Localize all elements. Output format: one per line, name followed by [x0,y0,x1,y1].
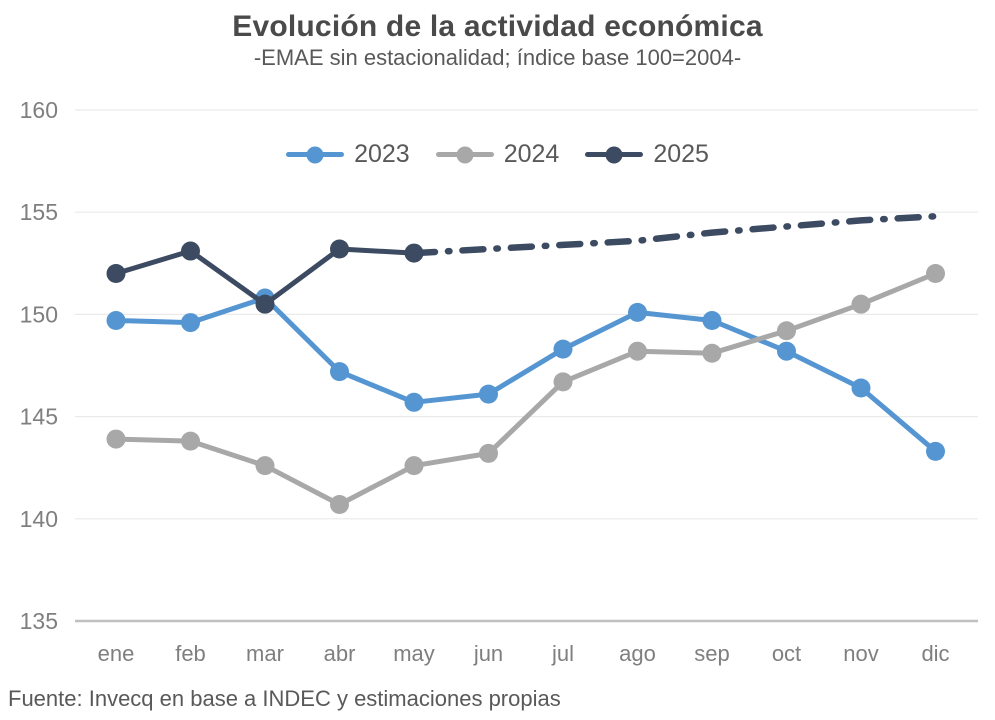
legend-item-2025: 2025 [585,140,709,169]
series-2024-point [628,341,647,361]
series-2023-point [330,362,349,382]
series-2025-point [181,241,200,261]
series-2023-point [777,341,796,361]
x-tick-label: ene [98,641,135,666]
series-2024-point [851,294,871,314]
source-note: Fuente: Invecq en base a INDEC y estimac… [8,686,561,711]
series-2025-point [255,294,275,314]
x-tick-label: feb [175,641,206,666]
series-2024-point [702,343,722,363]
series-2023-point [851,378,871,398]
legend-item-2023: 2023 [286,140,410,169]
series-2023-point [628,302,647,322]
x-tick-label: jul [551,641,574,666]
y-tick-label: 135 [20,608,58,634]
legend-label-2024: 2024 [503,140,560,168]
legend: 2023 2024 2025 [0,140,995,169]
series-2023-point [106,311,126,331]
y-tick-label: 155 [20,199,58,225]
series-2024-point [926,264,945,284]
series-2023-point [926,441,945,461]
series-2024-point [404,456,424,476]
legend-marker-2025-icon [585,145,644,165]
series-2024-point [553,372,573,392]
y-tick-label: 160 [20,97,58,123]
series-2024-point [255,456,275,476]
x-tick-label: dic [921,641,949,666]
series-2024-point [479,443,498,463]
legend-marker-2023-icon [286,145,345,165]
series-2025-point [106,264,126,284]
series-2024-point [777,321,796,341]
x-tick-label: abr [324,641,356,666]
x-tick-label: oct [772,641,801,666]
x-tick-label: sep [694,641,729,666]
series-2024-point [330,494,349,514]
series-2025-point [330,239,349,259]
x-tick-label: jun [473,641,503,666]
series-2023-point [702,311,722,331]
series-2023-line [113,295,938,454]
series-2023-point [404,392,424,412]
series-2024-line [113,271,938,507]
series-2023-point [553,339,573,359]
chart-title: Evolución de la actividad económica [232,10,763,43]
chart-subtitle: -EMAE sin estacionalidad; índice base 10… [253,45,742,70]
y-tick-label: 145 [20,404,58,430]
x-tick-label: may [393,641,435,666]
series-2024-point [181,431,200,451]
y-tick-label: 140 [20,506,58,532]
legend-marker-2024-icon [435,145,494,165]
series-2025-estimación-line [410,213,939,257]
x-tick-label: mar [246,641,284,666]
series-2024-point [106,429,126,449]
x-tick-label: ago [619,641,656,666]
legend-item-2024: 2024 [435,140,560,169]
x-tick-label: nov [843,641,878,666]
series-2023-point [479,384,498,404]
series-2023-point [181,313,200,333]
legend-label-2025: 2025 [653,140,709,168]
y-tick-label: 150 [20,301,58,327]
legend-label-2023: 2023 [354,140,410,168]
